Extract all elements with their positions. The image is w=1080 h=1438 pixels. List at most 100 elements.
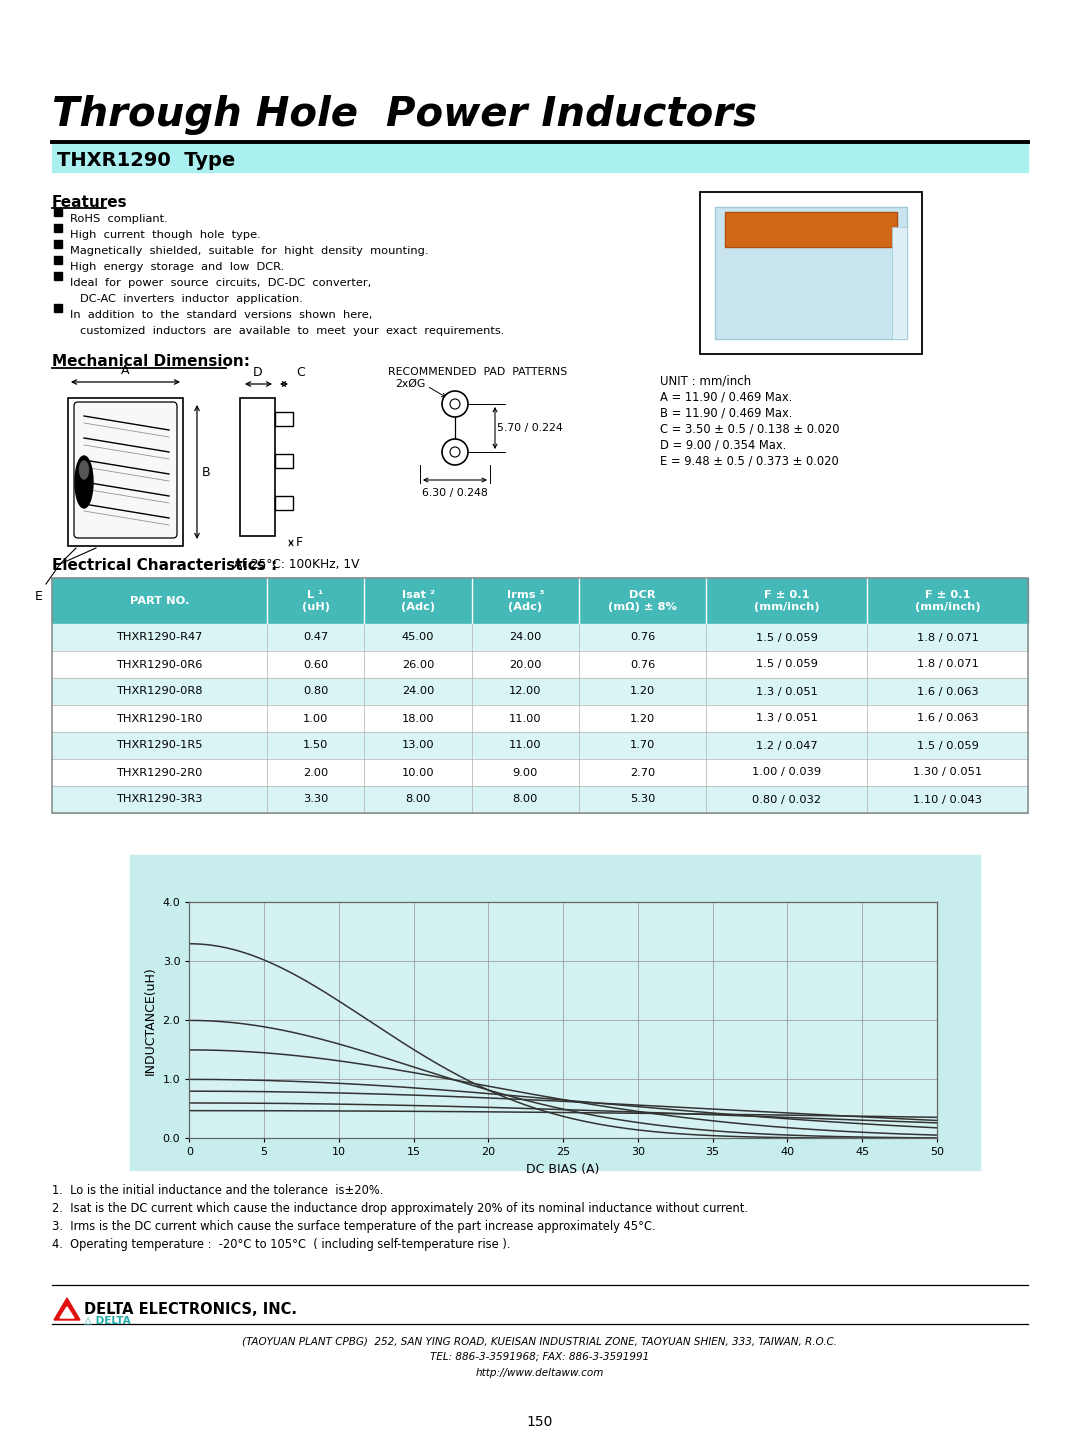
Text: F ± 0.1
(mm/inch): F ± 0.1 (mm/inch) (915, 590, 981, 611)
Polygon shape (60, 1307, 75, 1319)
Text: D: D (253, 367, 262, 380)
Text: Electrical Characteristics :: Electrical Characteristics : (52, 558, 278, 572)
Text: THXR1290-1R0: THXR1290-1R0 (117, 713, 203, 723)
Text: 5.70 / 0.224: 5.70 / 0.224 (497, 423, 563, 433)
Bar (52, 142, 1028, 173)
Text: B = 11.90 / 0.469 Max.: B = 11.90 / 0.469 Max. (660, 407, 793, 420)
Text: THXR1290-R47: THXR1290-R47 (117, 633, 203, 643)
Text: B: B (202, 466, 211, 479)
Text: A = 11.90 / 0.469 Max.: A = 11.90 / 0.469 Max. (660, 391, 793, 404)
Bar (52, 787, 1028, 812)
Text: 0.47: 0.47 (302, 633, 328, 643)
Text: 1.2 / 0.047: 1.2 / 0.047 (756, 741, 818, 751)
Text: 0.80 / 0.032: 0.80 / 0.032 (752, 795, 821, 804)
X-axis label: DC BIAS (A): DC BIAS (A) (526, 1163, 599, 1176)
Text: 11.00: 11.00 (509, 741, 542, 751)
Bar (52, 705, 1028, 732)
Text: High  energy  storage  and  low  DCR.: High energy storage and low DCR. (70, 262, 284, 272)
Text: 1.8 / 0.071: 1.8 / 0.071 (917, 633, 978, 643)
Text: 45.00: 45.00 (402, 633, 434, 643)
Bar (700, 193, 922, 354)
Text: 0.76: 0.76 (630, 633, 656, 643)
Text: Irms ³
(Adc): Irms ³ (Adc) (507, 590, 544, 611)
Text: 18.00: 18.00 (402, 713, 434, 723)
Text: THXR1290-0R8: THXR1290-0R8 (117, 686, 203, 696)
Circle shape (442, 391, 468, 417)
Text: At 25°C: 100KHz, 1V: At 25°C: 100KHz, 1V (230, 558, 360, 571)
Text: 1.3 / 0.051: 1.3 / 0.051 (756, 713, 818, 723)
Text: 11.00: 11.00 (509, 713, 542, 723)
Text: Magnetically  shielded,  suitable  for  hight  density  mounting.: Magnetically shielded, suitable for high… (70, 246, 429, 256)
Text: 2.70: 2.70 (630, 768, 656, 778)
Text: 1.70: 1.70 (630, 741, 656, 751)
Y-axis label: INDUCTANCE(uH): INDUCTANCE(uH) (144, 966, 157, 1074)
Text: E: E (36, 590, 43, 603)
Bar (52, 651, 1028, 677)
Text: Features: Features (52, 196, 127, 210)
Text: 10.00: 10.00 (402, 768, 434, 778)
Bar (68, 398, 183, 546)
Text: PART NO.: PART NO. (130, 595, 189, 605)
Bar (52, 624, 1028, 651)
Text: 1.  Lo is the initial inductance and the tolerance  is±20%.: 1. Lo is the initial inductance and the … (52, 1183, 383, 1196)
Text: DELTA ELECTRONICS, INC.: DELTA ELECTRONICS, INC. (84, 1301, 297, 1317)
Circle shape (442, 439, 468, 464)
Text: 0.80: 0.80 (302, 686, 328, 696)
Bar (240, 398, 275, 536)
Text: C = 3.50 ± 0.5 / 0.138 ± 0.020: C = 3.50 ± 0.5 / 0.138 ± 0.020 (660, 423, 839, 436)
Text: UNIT : mm/inch: UNIT : mm/inch (660, 375, 751, 388)
Text: 1.8 / 0.071: 1.8 / 0.071 (917, 660, 978, 670)
Text: THXR1290  Type: THXR1290 Type (57, 151, 235, 170)
Text: 2.00: 2.00 (302, 768, 328, 778)
Text: 20.00: 20.00 (509, 660, 541, 670)
Bar (54, 303, 62, 312)
Bar (275, 454, 293, 467)
Text: In  addition  to  the  standard  versions  shown  here,: In addition to the standard versions sho… (70, 311, 373, 321)
Text: 1.00: 1.00 (302, 713, 328, 723)
Text: 24.00: 24.00 (509, 633, 541, 643)
Text: F ± 0.1
(mm/inch): F ± 0.1 (mm/inch) (754, 590, 820, 611)
Text: 1.6 / 0.063: 1.6 / 0.063 (917, 713, 978, 723)
Text: RoHS  compliant.: RoHS compliant. (70, 214, 167, 224)
Text: 6.30 / 0.248: 6.30 / 0.248 (422, 487, 488, 498)
Bar (715, 207, 907, 339)
Text: Through Hole  Power Inductors: Through Hole Power Inductors (52, 95, 757, 135)
Bar (130, 856, 980, 1171)
Bar (52, 759, 1028, 787)
Text: D = 9.00 / 0.354 Max.: D = 9.00 / 0.354 Max. (660, 439, 786, 452)
Bar (54, 272, 62, 280)
Text: THXR1290-3R3: THXR1290-3R3 (117, 795, 203, 804)
Circle shape (450, 447, 460, 457)
Text: F: F (296, 536, 303, 549)
Text: 150: 150 (527, 1415, 553, 1429)
Text: 2xØG: 2xØG (395, 380, 426, 390)
Text: C: C (296, 367, 305, 380)
Text: RECOMMENDED  PAD  PATTERNS: RECOMMENDED PAD PATTERNS (388, 367, 567, 377)
Text: L ¹
(uH): L ¹ (uH) (301, 590, 329, 611)
Text: 9.00: 9.00 (513, 768, 538, 778)
Text: 1.5 / 0.059: 1.5 / 0.059 (756, 633, 818, 643)
Text: DCR
(mΩ) ± 8%: DCR (mΩ) ± 8% (608, 590, 677, 611)
Text: 3.  Irms is the DC current which cause the surface temperature of the part incre: 3. Irms is the DC current which cause th… (52, 1219, 656, 1232)
Bar (54, 256, 62, 265)
Text: customized  inductors  are  available  to  meet  your  exact  requirements.: customized inductors are available to me… (80, 326, 504, 336)
Text: 3.30: 3.30 (302, 795, 328, 804)
Text: Ideal  for  power  source  circuits,  DC-DC  converter,: Ideal for power source circuits, DC-DC c… (70, 278, 372, 288)
Text: 1.20: 1.20 (630, 686, 656, 696)
Bar (275, 496, 293, 510)
Text: THXR1290-0R6: THXR1290-0R6 (117, 660, 203, 670)
Bar (52, 732, 1028, 759)
Text: 8.00: 8.00 (513, 795, 538, 804)
Text: 24.00: 24.00 (402, 686, 434, 696)
Text: (TAOYUAN PLANT CPBG)  252, SAN YING ROAD, KUEISAN INDUSTRIAL ZONE, TAOYUAN SHIEN: (TAOYUAN PLANT CPBG) 252, SAN YING ROAD,… (243, 1336, 837, 1346)
Text: 1.50: 1.50 (302, 741, 328, 751)
Text: 0.76: 0.76 (630, 660, 656, 670)
Bar (54, 224, 62, 232)
Bar (54, 209, 62, 216)
Text: http://www.deltaww.com: http://www.deltaww.com (476, 1368, 604, 1378)
Text: TEL: 886-3-3591968; FAX: 886-3-3591991: TEL: 886-3-3591968; FAX: 886-3-3591991 (430, 1352, 650, 1362)
Text: High  current  though  hole  type.: High current though hole type. (70, 230, 260, 240)
Text: 13.00: 13.00 (402, 741, 434, 751)
FancyBboxPatch shape (75, 403, 177, 538)
Circle shape (450, 398, 460, 408)
